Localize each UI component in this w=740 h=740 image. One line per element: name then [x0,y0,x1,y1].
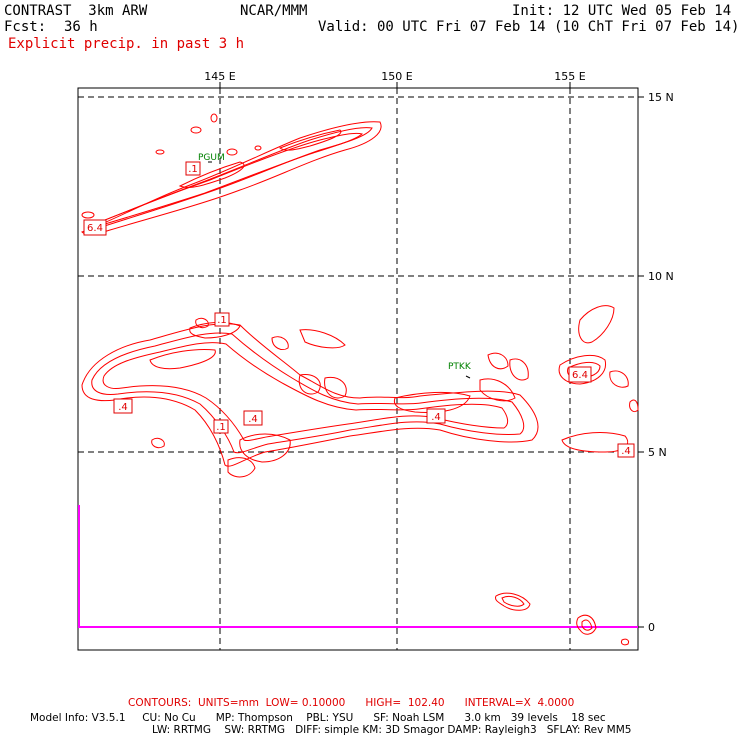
precip-contours [81,113,639,646]
contour-label: .4 [113,398,133,414]
station-label-ptkk: PTKK [448,362,472,372]
svg-text:.4: .4 [248,414,258,425]
contour-label: .4 [243,410,263,426]
contour-label: .1 [214,312,230,327]
contour-label: .4 [617,443,635,458]
station-label-pgum: PGUM [198,153,225,163]
svg-text:6.4: 6.4 [87,223,103,234]
svg-text:.4: .4 [431,412,441,423]
model-info-line-2: LW: RRTMG SW: RRTMG DIFF: simple KM: 3D … [152,724,632,736]
field-name: Explicit precip. in past 3 h [8,36,245,52]
svg-text:.4: .4 [118,402,128,413]
contour-labels: .1 6.4 .1 .4 .4 .1 .4 6.4 .4 .4 [83,161,635,458]
svg-text:6.4: 6.4 [572,370,588,381]
lat-label-15n: 15 N [648,91,674,104]
contour-label: .1 [213,419,229,434]
svg-text:.4: .4 [621,446,631,457]
center-label: NCAR/MMM [240,3,308,19]
model-title: CONTRAST 3km ARW [4,3,148,19]
forecast-label: Fcst: [4,19,47,35]
svg-text:.1: .1 [216,422,226,433]
lon-label-145e: 145 E [204,70,235,83]
boundary-line [78,505,638,628]
map-frame [77,87,639,651]
tick-marks [219,82,644,628]
lat-lon-grid [78,88,638,650]
contour-info: CONTOURS: UNITS=mm LOW= 0.10000 HIGH= 10… [128,697,575,709]
lon-label-155e: 155 E [554,70,585,83]
model-info-line-1: Model Info: V3.5.1 CU: No Cu MP: Thompso… [30,712,606,724]
valid-time: Valid: 00 UTC Fri 07 Feb 14 (10 ChT Fri … [318,19,740,35]
svg-text:.1: .1 [188,164,198,175]
lat-label-10n: 10 N [648,270,674,283]
contour-label: .4 [426,408,446,424]
svg-text:.1: .1 [217,315,227,326]
contour-label: 6.4 [568,366,592,383]
station-marker-ptkk [465,375,471,379]
contour-label: .1 [185,161,201,176]
lon-label-150e: 150 E [381,70,412,83]
init-time: Init: 12 UTC Wed 05 Feb 14 [512,3,732,19]
contour-label: 6.4 [83,219,107,236]
lat-label-5n: 5 N [648,446,667,459]
forecast-hour: 36 h [64,19,98,35]
lat-label-equator: 0 [648,621,655,634]
